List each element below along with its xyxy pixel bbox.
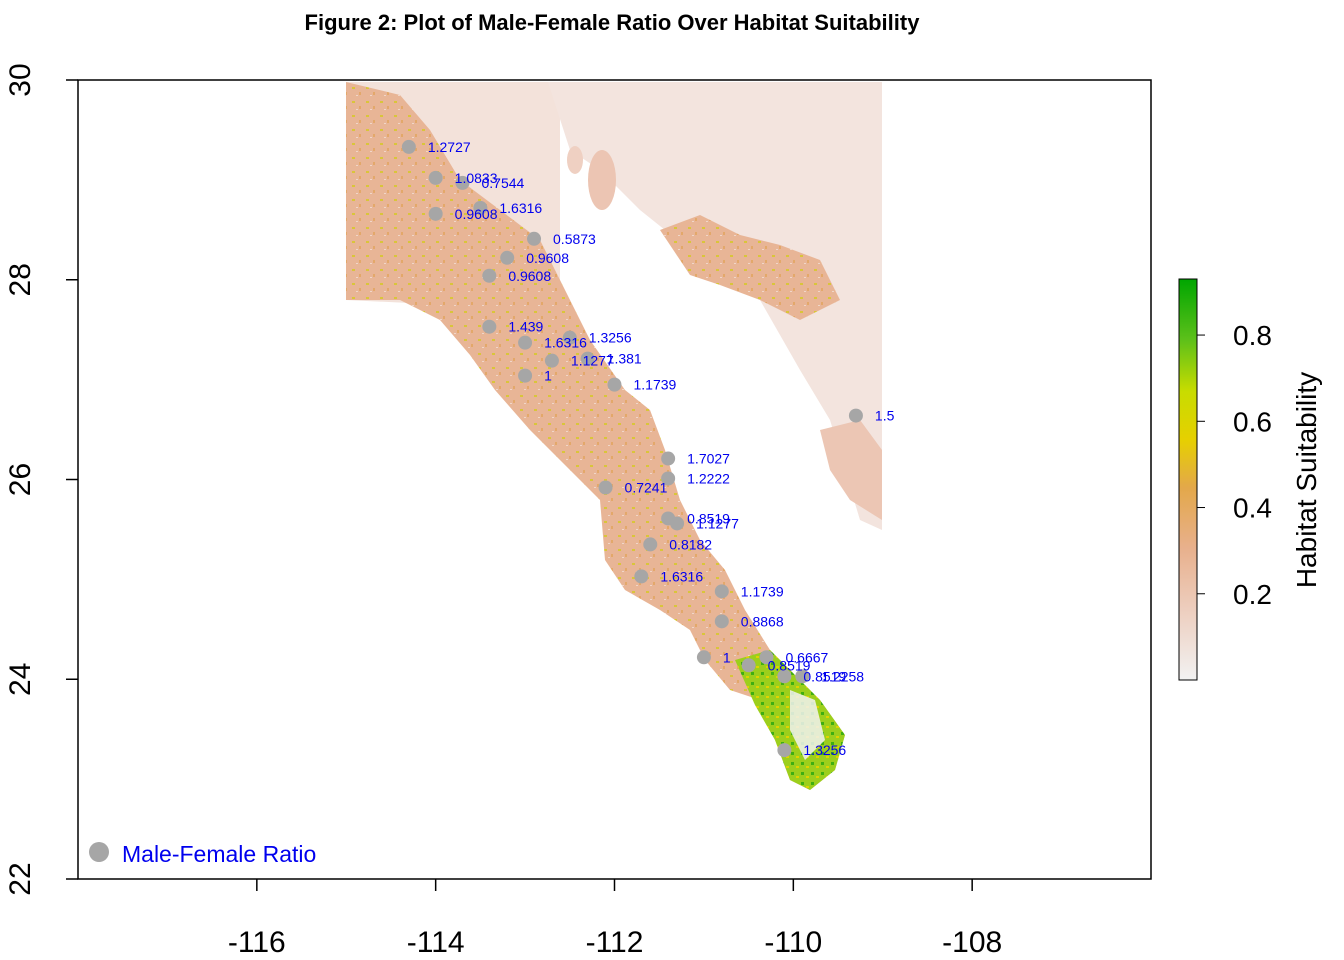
data-point [562, 330, 577, 345]
data-point [714, 614, 729, 629]
colorbar-title: Habitat Suitability [1291, 372, 1322, 588]
raster-island-1 [588, 150, 616, 210]
data-point-label: 1.0833 [455, 170, 498, 186]
raster-island-2 [567, 146, 583, 174]
data-point [428, 206, 443, 221]
data-point-label: 1 [544, 368, 552, 384]
data-point-label: 1.2258 [821, 668, 864, 684]
data-point-label: 0.9608 [508, 268, 551, 284]
colorbar-tick-label: 0.8 [1233, 320, 1272, 351]
data-point-label: 1.381 [607, 351, 642, 367]
x-tick-label: -110 [764, 926, 822, 959]
data-point-label: 1.3256 [589, 330, 632, 346]
data-point [544, 353, 559, 368]
data-point [518, 368, 533, 383]
raster-background-ne [548, 82, 882, 530]
data-point-label: 1.1739 [741, 583, 784, 599]
x-tick-label: -114 [407, 926, 465, 959]
data-point-label: 0.5873 [553, 231, 596, 247]
y-tick-label: 24 [4, 663, 37, 696]
colorbar-ticks: 0.2 0.4 0.6 0.8 [1197, 320, 1272, 610]
raster-peninsula [346, 82, 845, 790]
data-point-label: 0.9608 [455, 206, 498, 222]
data-point [527, 231, 542, 246]
y-tick-label: 26 [4, 463, 37, 496]
colorbar-tick-label: 0.2 [1233, 579, 1272, 610]
data-point [634, 569, 649, 584]
data-point-label: 1.1277 [571, 353, 614, 369]
data-point [777, 743, 792, 758]
data-point [661, 471, 676, 486]
data-point [482, 268, 497, 283]
data-point-label: 1.7027 [687, 451, 730, 467]
data-point-label: 0.8868 [741, 613, 784, 629]
raster-mainland-patch [660, 215, 840, 320]
data-point-label: 0.6667 [786, 649, 829, 665]
chart-title: Figure 2: Plot of Male-Female Ratio Over… [305, 10, 921, 35]
data-point [455, 175, 470, 190]
data-point-label: 0.7241 [625, 479, 668, 495]
data-point [696, 650, 711, 665]
data-point-label: 1.6316 [499, 200, 542, 216]
data-point [848, 408, 863, 423]
data-point [482, 319, 497, 334]
data-point-label: 1.6316 [660, 568, 703, 584]
suitability-raster [346, 82, 882, 790]
x-tick-label: -108 [942, 926, 1002, 959]
y-axis: 22 24 26 28 30 [4, 63, 78, 896]
colorbar-gradient [1178, 278, 1198, 681]
data-point [670, 516, 685, 531]
x-tick-label: -112 [586, 926, 644, 959]
raster-mountain-strip [790, 690, 825, 760]
data-point [661, 451, 676, 466]
data-point [473, 200, 488, 215]
data-point [518, 335, 533, 350]
data-point-label: 1.3256 [803, 742, 846, 758]
x-tick-label: -116 [228, 926, 286, 959]
data-point [795, 669, 810, 684]
colorbar-tick-label: 0.6 [1233, 406, 1272, 437]
data-point-label: 1.439 [508, 319, 543, 335]
colorbar-tick-label: 0.4 [1233, 493, 1272, 524]
data-point-label: 0.7544 [481, 175, 524, 191]
legend: Male-Female Ratio [89, 841, 316, 867]
data-point [714, 584, 729, 599]
raster-mainland-patch-south [820, 420, 882, 520]
data-point [598, 480, 613, 495]
data-point-label: 1.5 [875, 408, 895, 424]
legend-label: Male-Female Ratio [122, 841, 316, 867]
data-point-label: 0.8519 [687, 510, 730, 526]
data-point [580, 351, 595, 366]
data-point [401, 139, 416, 154]
data-point-label: 1.2222 [687, 471, 730, 487]
data-point [500, 250, 515, 265]
data-point-label: 1.1739 [634, 377, 677, 393]
data-point-label: 1.1277 [696, 515, 739, 531]
data-point-label: 0.8519 [768, 657, 811, 673]
y-tick-label: 30 [4, 63, 37, 96]
data-point [759, 650, 774, 665]
data-point-label: 1 [723, 649, 731, 665]
data-point-label: 1.2727 [428, 139, 471, 155]
data-point [643, 537, 658, 552]
data-point [428, 170, 443, 185]
data-point-label: 0.8182 [669, 536, 712, 552]
data-point [777, 669, 792, 684]
colorbar: 0.2 0.4 0.6 0.8 Habitat Suitability [1178, 278, 1322, 681]
data-point-label: 0.9608 [526, 250, 569, 266]
data-point-label: 1.6316 [544, 335, 587, 351]
y-tick-label: 22 [4, 862, 37, 895]
legend-marker [89, 842, 109, 862]
data-point [607, 377, 622, 392]
data-point [741, 658, 756, 673]
data-point-label: 0.8519 [803, 668, 846, 684]
y-tick-label: 28 [4, 263, 37, 296]
x-axis: -116 -114 -112 -110 -108 [228, 879, 1002, 959]
